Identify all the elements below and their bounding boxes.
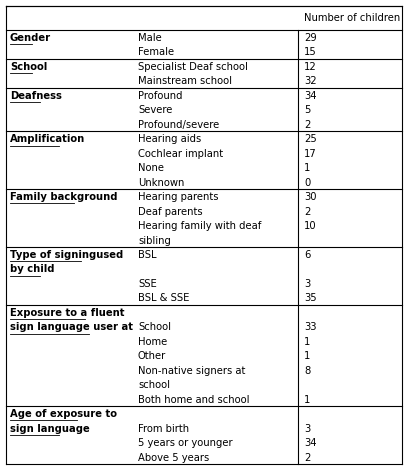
- Text: 0: 0: [304, 178, 310, 188]
- Text: Male: Male: [138, 33, 162, 43]
- Text: sibling: sibling: [138, 235, 171, 245]
- Text: 35: 35: [304, 293, 317, 304]
- Text: Hearing family with deaf: Hearing family with deaf: [138, 221, 262, 231]
- Text: 29: 29: [304, 33, 317, 43]
- Text: school: school: [138, 380, 170, 390]
- Text: Family background: Family background: [10, 192, 118, 202]
- Text: Deafness: Deafness: [10, 91, 62, 101]
- Text: BSL: BSL: [138, 250, 157, 260]
- Text: Home: Home: [138, 337, 167, 347]
- Text: None: None: [138, 163, 164, 173]
- Text: Above 5 years: Above 5 years: [138, 453, 209, 462]
- Text: Age of exposure to: Age of exposure to: [10, 409, 117, 419]
- Text: 33: 33: [304, 322, 317, 332]
- Text: Type of signingused: Type of signingused: [10, 250, 123, 260]
- Text: 12: 12: [304, 62, 317, 72]
- Text: Deaf parents: Deaf parents: [138, 207, 203, 217]
- Text: Specialist Deaf school: Specialist Deaf school: [138, 62, 248, 72]
- Text: Female: Female: [138, 47, 174, 57]
- Text: sign language: sign language: [10, 423, 90, 434]
- Text: 5: 5: [304, 105, 310, 115]
- Text: 30: 30: [304, 192, 317, 202]
- Text: 2: 2: [304, 207, 310, 217]
- Text: Number of children: Number of children: [304, 13, 400, 23]
- Text: School: School: [10, 62, 47, 72]
- Text: Hearing aids: Hearing aids: [138, 134, 201, 144]
- Text: 15: 15: [304, 47, 317, 57]
- Text: 2: 2: [304, 453, 310, 462]
- Text: Gender: Gender: [10, 33, 51, 43]
- Text: Other: Other: [138, 351, 166, 361]
- Text: 10: 10: [304, 221, 317, 231]
- Text: Amplification: Amplification: [10, 134, 85, 144]
- Text: From birth: From birth: [138, 423, 189, 434]
- Text: 25: 25: [304, 134, 317, 144]
- Text: 5 years or younger: 5 years or younger: [138, 438, 233, 448]
- Text: Mainstream school: Mainstream school: [138, 77, 232, 86]
- Text: Profound/severe: Profound/severe: [138, 120, 219, 130]
- Text: 1: 1: [304, 163, 310, 173]
- Text: 1: 1: [304, 395, 310, 405]
- Text: Exposure to a fluent: Exposure to a fluent: [10, 308, 124, 318]
- Text: Unknown: Unknown: [138, 178, 184, 188]
- Text: sign language user at: sign language user at: [10, 322, 133, 332]
- Text: SSE: SSE: [138, 279, 157, 289]
- Text: 2: 2: [304, 120, 310, 130]
- Text: 3: 3: [304, 423, 310, 434]
- Text: 32: 32: [304, 77, 317, 86]
- Text: Severe: Severe: [138, 105, 172, 115]
- Text: 3: 3: [304, 279, 310, 289]
- Text: Profound: Profound: [138, 91, 182, 101]
- Text: BSL & SSE: BSL & SSE: [138, 293, 189, 304]
- Text: 34: 34: [304, 438, 317, 448]
- Text: 17: 17: [304, 149, 317, 159]
- Text: Both home and school: Both home and school: [138, 395, 250, 405]
- Text: 8: 8: [304, 366, 310, 376]
- Text: Hearing parents: Hearing parents: [138, 192, 219, 202]
- Text: Cochlear implant: Cochlear implant: [138, 149, 223, 159]
- Text: School: School: [138, 322, 171, 332]
- Text: 34: 34: [304, 91, 317, 101]
- Text: 1: 1: [304, 351, 310, 361]
- Text: by child: by child: [10, 265, 55, 274]
- Text: Non-native signers at: Non-native signers at: [138, 366, 245, 376]
- Text: 1: 1: [304, 337, 310, 347]
- Text: 6: 6: [304, 250, 310, 260]
